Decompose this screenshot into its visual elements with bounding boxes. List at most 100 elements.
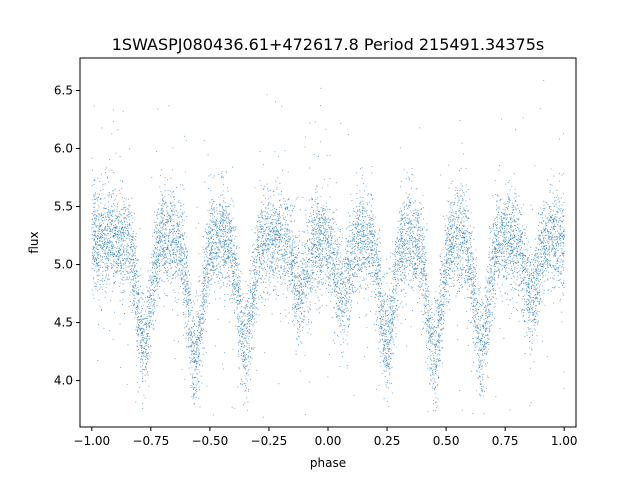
data-point <box>256 241 258 243</box>
data-point <box>499 243 501 245</box>
data-point <box>423 270 425 272</box>
data-point <box>192 383 194 385</box>
data-point <box>453 273 455 275</box>
data-point <box>359 259 361 261</box>
data-point <box>199 317 201 319</box>
data-point <box>397 240 399 242</box>
data-point <box>515 208 517 210</box>
data-point <box>287 241 289 243</box>
data-point <box>351 230 353 232</box>
data-point <box>486 307 488 309</box>
data-point <box>206 274 208 276</box>
data-point <box>100 229 102 231</box>
data-point <box>286 208 288 210</box>
data-point <box>289 280 290 282</box>
data-point <box>365 210 367 212</box>
data-point <box>290 255 292 257</box>
data-point <box>538 292 540 294</box>
data-point <box>270 214 272 216</box>
data-point <box>147 344 149 346</box>
data-point <box>118 242 119 244</box>
data-point <box>278 223 280 225</box>
data-point <box>98 240 100 242</box>
data-point <box>114 205 116 207</box>
data-point <box>425 299 427 301</box>
data-point <box>489 314 491 316</box>
data-point <box>449 254 451 256</box>
data-point <box>468 261 469 263</box>
data-point <box>380 242 381 244</box>
data-point <box>329 249 331 251</box>
data-point <box>424 279 426 281</box>
data-point <box>199 406 201 408</box>
data-point <box>97 254 99 255</box>
data-point <box>221 177 223 178</box>
data-point <box>333 263 335 265</box>
data-point <box>365 269 367 270</box>
data-point <box>195 341 197 343</box>
data-point <box>100 214 102 216</box>
data-point <box>166 295 168 297</box>
data-point <box>280 222 282 224</box>
data-point <box>343 308 345 310</box>
data-point <box>140 340 142 342</box>
data-point <box>328 217 330 219</box>
data-point <box>405 239 407 241</box>
data-point <box>195 350 197 352</box>
data-point <box>96 215 98 217</box>
data-point <box>494 237 496 239</box>
data-point <box>255 266 256 268</box>
data-point <box>113 275 115 277</box>
data-point <box>479 360 481 362</box>
data-point <box>305 243 307 245</box>
data-point <box>469 265 471 267</box>
data-point <box>297 328 298 330</box>
data-point <box>170 253 172 255</box>
data-point <box>286 251 287 253</box>
data-point <box>289 220 291 222</box>
data-point <box>286 297 287 298</box>
data-point <box>156 261 158 263</box>
data-point <box>464 297 466 299</box>
data-point <box>94 209 96 211</box>
data-point <box>96 252 98 254</box>
data-point <box>258 271 260 273</box>
data-point <box>153 304 155 306</box>
data-point <box>364 235 366 237</box>
data-point <box>340 122 342 124</box>
data-point <box>290 253 292 255</box>
data-point <box>156 223 158 225</box>
data-point <box>459 208 461 210</box>
data-point <box>106 248 107 250</box>
data-point <box>424 323 426 325</box>
data-point <box>134 264 136 266</box>
data-point <box>491 239 493 241</box>
data-point <box>545 224 547 226</box>
data-point <box>154 221 156 223</box>
data-point <box>251 315 253 317</box>
data-point <box>491 252 493 254</box>
data-point <box>401 261 403 263</box>
data-point <box>144 348 145 349</box>
data-point <box>509 242 511 244</box>
data-point <box>278 232 280 234</box>
data-point <box>477 353 479 355</box>
data-point <box>430 328 432 330</box>
data-point <box>404 277 406 279</box>
data-point <box>291 273 293 275</box>
data-point <box>437 398 439 400</box>
data-point <box>511 202 513 204</box>
data-point <box>101 279 103 281</box>
data-point <box>507 203 509 205</box>
data-point <box>342 325 344 327</box>
data-point <box>253 330 255 332</box>
data-point <box>428 301 430 303</box>
data-point <box>274 263 276 265</box>
data-point <box>207 276 209 278</box>
data-point <box>389 268 391 270</box>
data-point <box>319 243 321 245</box>
data-point <box>298 296 300 298</box>
data-point <box>506 248 508 250</box>
data-point <box>537 237 539 239</box>
data-point <box>370 247 372 248</box>
